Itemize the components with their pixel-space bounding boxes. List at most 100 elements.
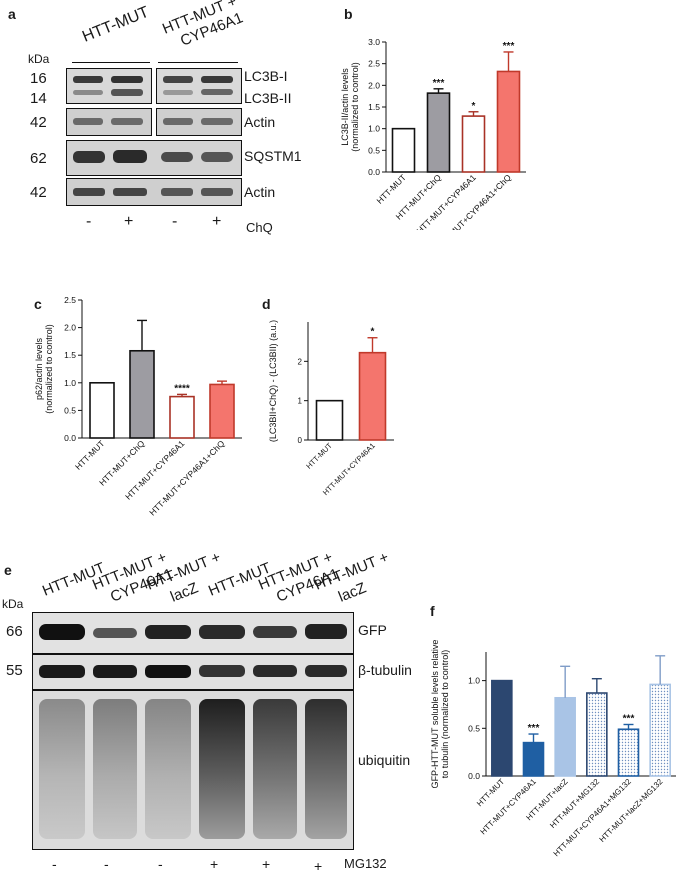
panel-e-mw-66: 66	[6, 623, 23, 640]
panel-e-mw-55: 55	[6, 662, 23, 679]
panel-e-sign-1: -	[52, 856, 57, 872]
bar	[89, 382, 115, 439]
bar	[169, 395, 195, 439]
panel-a-label-sqstm1: SQSTM1	[244, 148, 302, 164]
x-tick-label: HTT-MUT	[475, 777, 506, 808]
panel-f-letter: f	[430, 603, 435, 619]
blot-tubulin	[32, 654, 354, 690]
panel-a-mw-42a: 42	[30, 114, 47, 131]
panel-a-group2-line	[158, 62, 238, 63]
panel-e-sign-6: +	[314, 858, 323, 874]
panel-e-label-tubulin: β-tubulin	[358, 662, 412, 678]
y-tick-label: 1	[298, 397, 303, 406]
panel-a-sign-3: -	[172, 213, 178, 230]
significance-label: ***	[503, 41, 515, 52]
blot-lc3b-right	[156, 68, 242, 104]
panel-a-group1: HTT-MUT	[80, 3, 152, 46]
blot-gfp	[32, 612, 354, 654]
panel-a-mw-62: 62	[30, 150, 47, 167]
bar	[426, 92, 451, 173]
bar	[586, 692, 608, 777]
significance-label: ****	[174, 383, 190, 394]
bar	[522, 741, 545, 777]
panel-e-letter: e	[4, 562, 12, 578]
blot-actin1-left	[66, 108, 152, 136]
panel-a-label-actin1: Actin	[244, 114, 276, 130]
chart-d: 0 1 2 (LC3BII+ChQ) - (LC3BII) (a.u.) HTT-MUT…	[268, 320, 394, 497]
significance-label: *	[472, 101, 476, 112]
x-tick-label: HTT-MUT	[374, 172, 407, 205]
panel-a-label-lc3b-ii: LC3B-II	[244, 90, 292, 106]
panel-a-sign-2: +	[124, 213, 134, 230]
y-axis-label: p62/actin levels	[34, 337, 44, 400]
bar	[554, 696, 576, 777]
y-tick-label: 0.0	[368, 167, 380, 177]
significance-label: ***	[623, 713, 635, 724]
y-tick-label: 0.5	[468, 723, 480, 733]
x-tick-label: HTT-MUT+lacZ+MG132	[598, 777, 665, 844]
panel-a-mw-14: 14	[30, 90, 47, 107]
y-axis-label: GFP-HTT-MUT soluble levels relative	[430, 640, 440, 789]
x-tick-label: HTT-MUT+CYP46A1	[479, 777, 539, 837]
significance-label: ***	[433, 78, 445, 89]
blot-sqstm1	[66, 140, 242, 176]
panel-a-sign-1: -	[86, 213, 92, 230]
y-tick-label: 1.0	[368, 124, 380, 134]
panel-a-letter: a	[8, 6, 16, 22]
panel-a-label-lc3b-i: LC3B-I	[244, 68, 288, 84]
y-axis-label: to tubulin (normalized to control)	[440, 650, 450, 779]
y-axis-label: (normalized to control)	[350, 62, 360, 152]
x-tick-label: HTT-MUT+CYP46A1+ChQ	[147, 438, 226, 517]
y-tick-label: 2.0	[368, 80, 380, 90]
y-axis-label: LC3B-II/actin levels	[340, 68, 350, 146]
panel-a-kda: kDa	[28, 52, 50, 66]
panel-a-mw-16: 16	[30, 70, 47, 87]
y-tick-label: 0.5	[64, 405, 76, 415]
bar	[358, 351, 387, 441]
panel-d-letter: d	[262, 296, 271, 312]
y-tick-label: 0.5	[368, 145, 380, 155]
y-axis-label: (normalized to control)	[44, 324, 54, 414]
bar	[461, 115, 486, 173]
y-tick-label: 1.5	[368, 102, 380, 112]
panel-e-sign-4: +	[210, 856, 219, 872]
bar	[391, 127, 416, 173]
blot-actin1-right	[156, 108, 242, 136]
bar	[129, 349, 155, 439]
panel-a-group1-line	[72, 62, 150, 63]
significance-label: ***	[528, 723, 540, 734]
panel-a-treatment-label: ChQ	[246, 220, 273, 235]
panel-e-treatment-label: MG132	[344, 856, 387, 871]
panel-a-mw-42b: 42	[30, 184, 47, 201]
blot-lc3b-left	[66, 68, 152, 104]
bar	[496, 70, 521, 173]
significance-label: *	[371, 327, 375, 338]
y-tick-label: 0.0	[64, 433, 76, 443]
y-tick-label: 3.0	[368, 37, 380, 47]
chart-c: 0.0 0.5 1.0 1.5 2.0 2.5 p62/actin levels (norma…	[34, 295, 242, 518]
y-tick-label: 0	[298, 436, 303, 445]
y-tick-label: 2.5	[64, 295, 76, 305]
blot-actin2	[66, 178, 242, 206]
chart-f: 0.0 0.5 1.0 GFP-HTT-MUT soluble levels rela…	[430, 640, 676, 858]
panel-e-sign-5: +	[262, 856, 271, 872]
panel-e-label-gfp: GFP	[358, 622, 387, 638]
y-tick-label: 2	[298, 357, 303, 366]
panel-c-letter: c	[34, 296, 42, 312]
x-tick-label: HTT-MUT	[73, 438, 106, 471]
y-tick-label: 1.0	[468, 676, 480, 686]
y-tick-label: 1.0	[64, 378, 76, 388]
bar	[491, 679, 513, 777]
panel-e-kda: kDa	[2, 597, 24, 611]
panel-b-letter: b	[344, 6, 353, 22]
bar	[649, 683, 671, 777]
y-tick-label: 2.0	[64, 323, 76, 333]
blot-ubiquitin	[32, 690, 354, 850]
panel-e-label-ubiquitin: ubiquitin	[358, 752, 411, 768]
y-tick-label: 2.5	[368, 59, 380, 69]
y-tick-label: 0.0	[468, 771, 480, 781]
panel-a-label-actin2: Actin	[244, 184, 276, 200]
y-axis-label: (LC3BII+ChQ) - (LC3BII) (a.u.)	[268, 320, 278, 442]
bar	[315, 399, 344, 441]
panel-e-sign-3: -	[158, 856, 163, 872]
